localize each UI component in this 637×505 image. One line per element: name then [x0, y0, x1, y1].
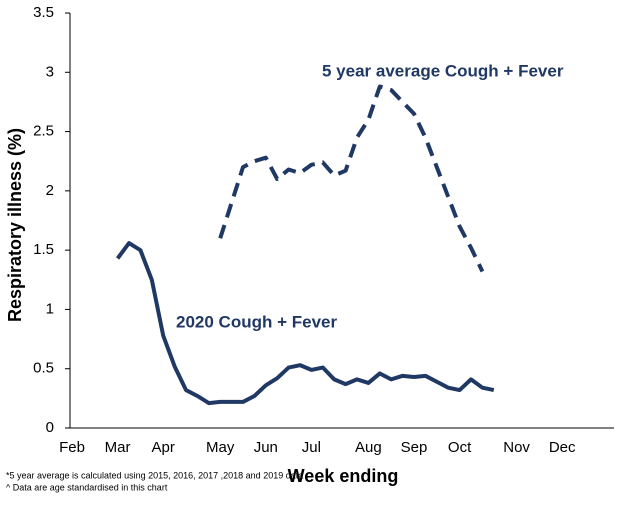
y-tick-label: 0.5	[33, 360, 54, 377]
x-tick-label: Sep	[401, 439, 428, 456]
y-tick-label: 1.5	[33, 241, 54, 258]
x-tick-label: Jun	[254, 439, 278, 456]
x-tick-label: Oct	[448, 439, 472, 456]
x-axis-label: Week ending	[288, 466, 399, 486]
footnote: ^ Data are age standardised in this char…	[6, 482, 168, 492]
x-tick-label: Apr	[152, 439, 175, 456]
x-tick-label: May	[206, 439, 235, 456]
x-tick-label: Dec	[549, 439, 576, 456]
y-tick-label: 3.5	[33, 4, 54, 21]
y-tick-label: 0	[46, 419, 54, 436]
y-tick-label: 3	[46, 63, 54, 80]
series-annotation: 5 year average Cough + Fever	[322, 61, 564, 80]
footnote: *5 year average is calculated using 2015…	[6, 470, 303, 480]
x-tick-label: Feb	[59, 439, 85, 456]
y-tick-label: 1	[46, 300, 54, 317]
series-line	[115, 241, 495, 406]
x-tick-label: Nov	[503, 439, 530, 456]
y-axis-label: Respiratory illness (%)	[5, 128, 25, 322]
series-annotation: 2020 Cough + Fever	[176, 312, 337, 331]
x-tick-label: Jul	[302, 439, 321, 456]
y-tick-label: 2.5	[33, 123, 54, 140]
series-line	[218, 84, 485, 273]
y-tick-label: 2	[46, 182, 54, 199]
x-tick-label: Aug	[355, 439, 382, 456]
x-tick-label: Mar	[105, 439, 131, 456]
